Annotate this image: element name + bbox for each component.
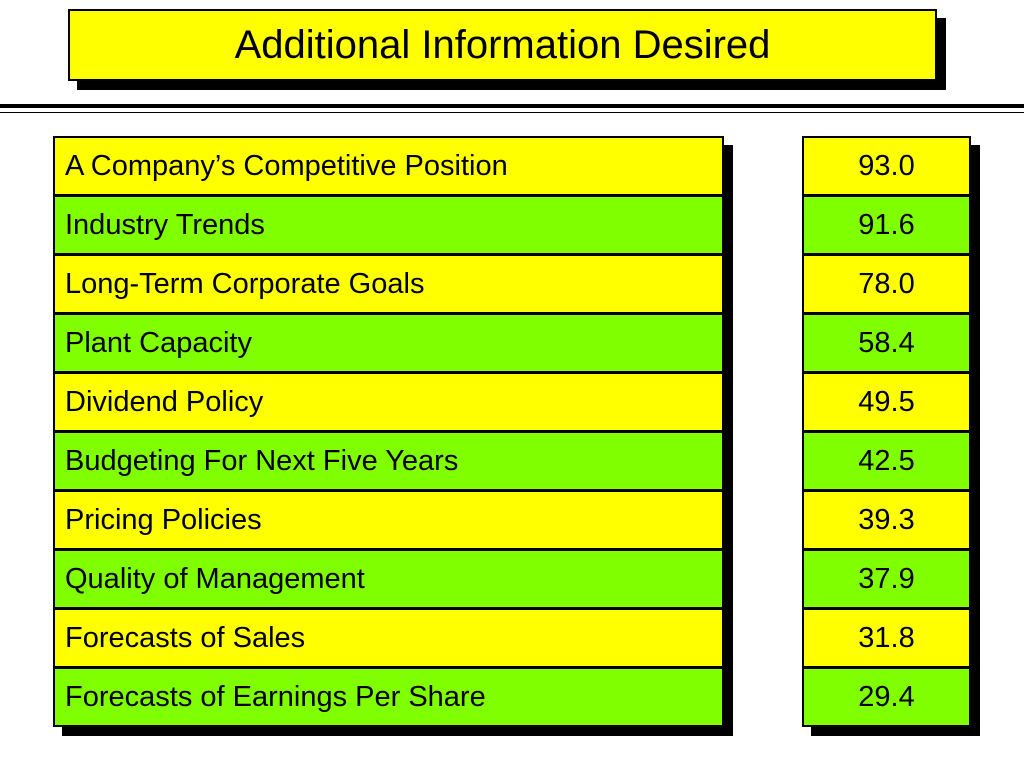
table-row-value: 93.0: [802, 136, 971, 196]
table-row-label: Pricing Policies: [53, 490, 724, 550]
table-row-value: 78.0: [802, 254, 971, 314]
divider-thick: [0, 104, 1024, 108]
table-row-label: Plant Capacity: [53, 313, 724, 373]
table-row-label: Forecasts of Earnings Per Share: [53, 667, 724, 727]
table-row-label: Dividend Policy: [53, 372, 724, 432]
table-row-value: 91.6: [802, 195, 971, 255]
table-row-label: Industry Trends: [53, 195, 724, 255]
table-row-value: 42.5: [802, 431, 971, 491]
table-row-value: 39.3: [802, 490, 971, 550]
slide-title: Additional Information Desired: [234, 23, 771, 67]
table-row-label: Long-Term Corporate Goals: [53, 254, 724, 314]
table-row-label: Quality of Management: [53, 549, 724, 609]
value-column: 93.0 91.6 78.0 58.4 49.5 42.5 39.3 37.9 …: [802, 136, 971, 727]
label-column: A Company’s Competitive Position Industr…: [53, 136, 724, 727]
table-row-label: Budgeting For Next Five Years: [53, 431, 724, 491]
slide-title-box: Additional Information Desired: [68, 9, 937, 81]
divider-thin: [0, 112, 1024, 113]
table-row-value: 29.4: [802, 667, 971, 727]
table-row-value: 49.5: [802, 372, 971, 432]
table-row-label: A Company’s Competitive Position: [53, 136, 724, 196]
table-row-value: 58.4: [802, 313, 971, 373]
table-row-value: 37.9: [802, 549, 971, 609]
table-row-label: Forecasts of Sales: [53, 608, 724, 668]
table-row-value: 31.8: [802, 608, 971, 668]
